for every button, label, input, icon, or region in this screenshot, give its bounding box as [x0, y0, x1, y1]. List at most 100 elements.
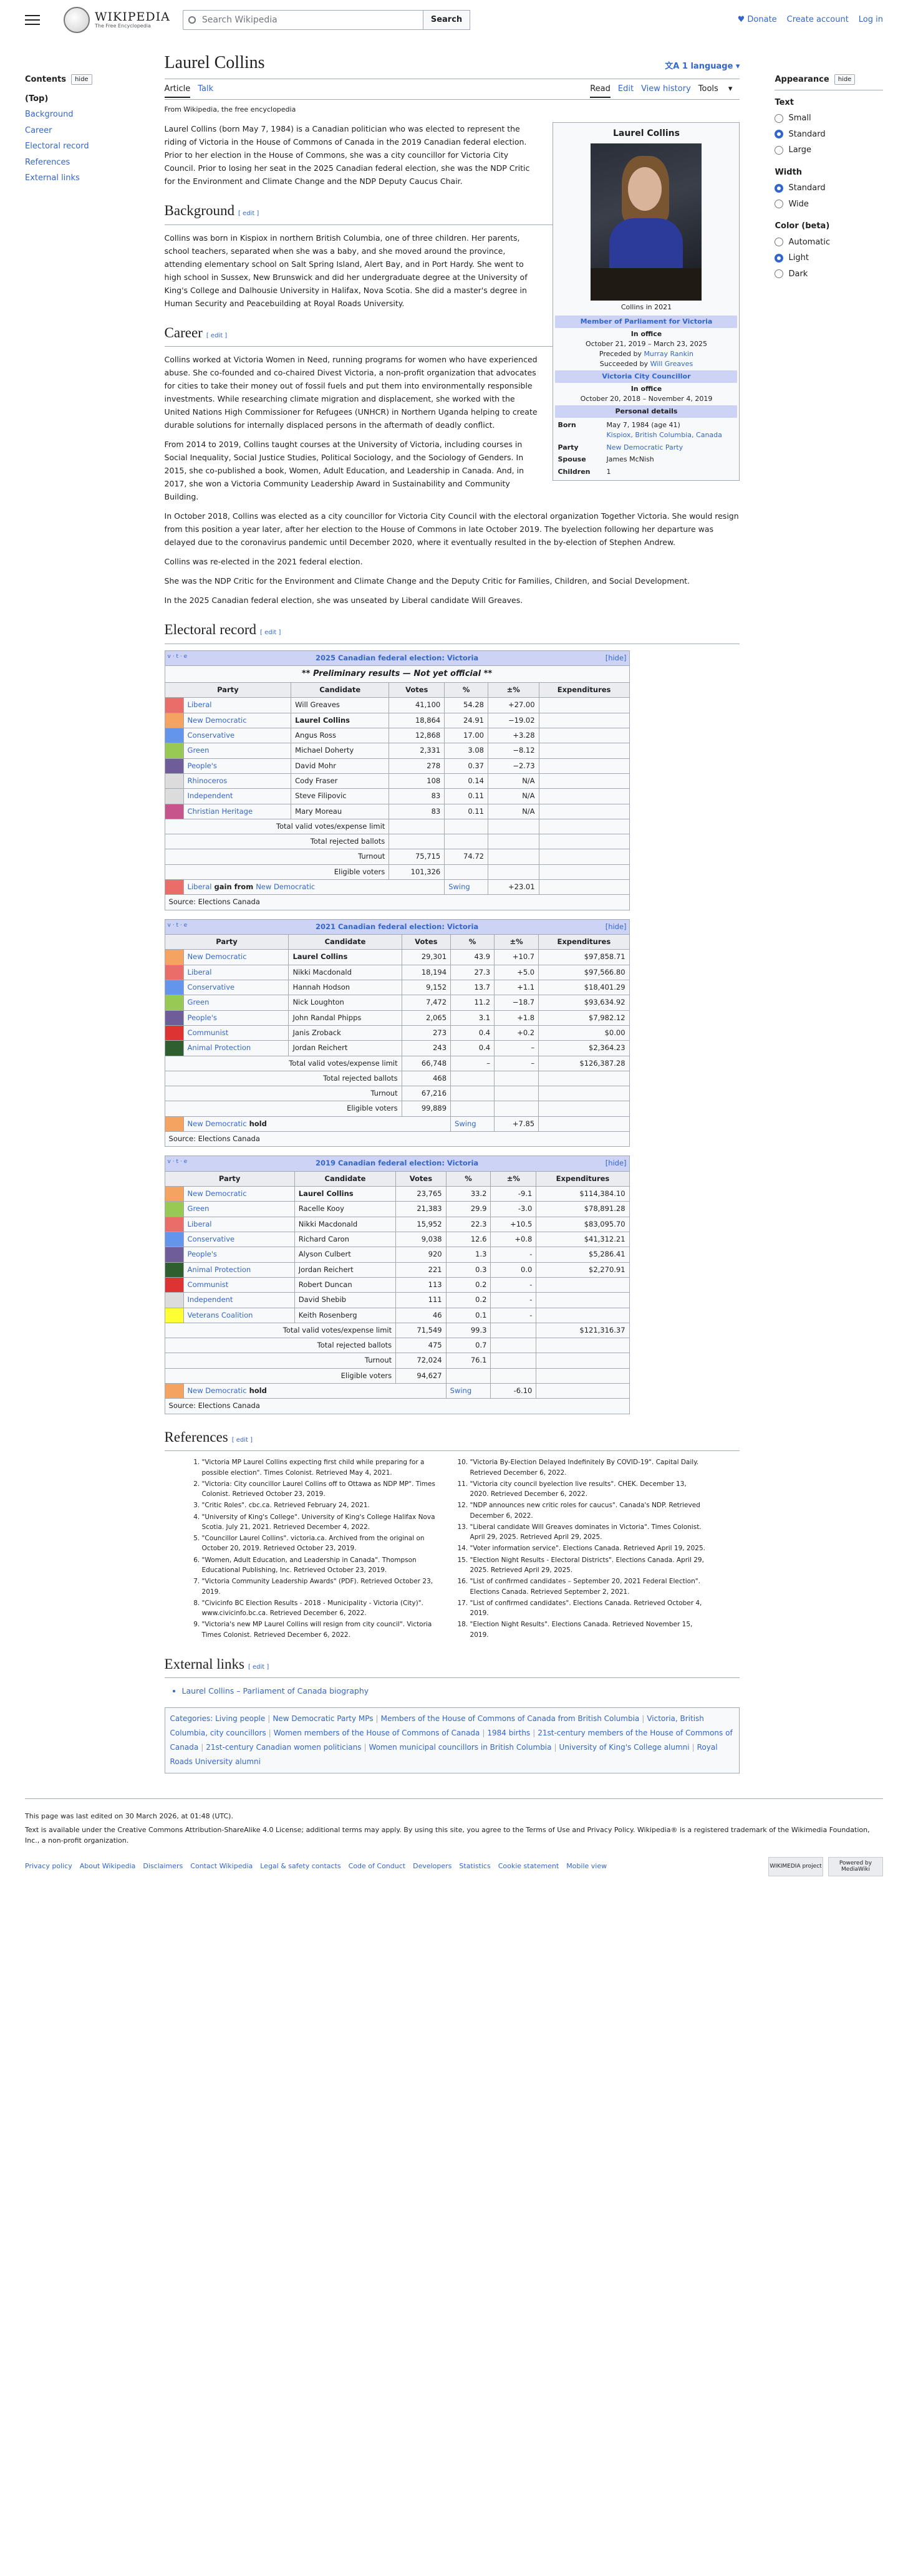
mediawiki-badge[interactable]: Powered by MediaWiki — [828, 1857, 883, 1877]
footer-link[interactable]: Code of Conduct — [348, 1862, 406, 1871]
footer-link[interactable]: Contact Wikipedia — [190, 1862, 253, 1871]
portrait-image[interactable] — [591, 143, 702, 301]
party-cell[interactable]: Liberal — [183, 697, 292, 713]
appearance-hide-button[interactable]: hide — [834, 74, 856, 85]
categories-label[interactable]: Categories: — [170, 1714, 213, 1724]
reference-item[interactable]: "Voter information service". Elections C… — [470, 1543, 707, 1553]
reference-item[interactable]: "Election Night Results - Electoral Dist… — [470, 1555, 707, 1576]
create-account-link[interactable]: Create account — [786, 15, 849, 25]
edit-external-link[interactable]: [ edit ] — [248, 1663, 269, 1671]
toc-hide-button[interactable]: hide — [70, 74, 92, 85]
toc-item-top[interactable]: (Top) — [25, 94, 49, 104]
office-councillor[interactable]: Victoria City Councillor — [555, 370, 738, 383]
result-from-party[interactable]: New Democratic — [256, 882, 316, 892]
swing-label[interactable]: Swing — [450, 1116, 495, 1132]
reference-item[interactable]: "Critic Roles". cbc.ca. Retrieved Februa… — [202, 1500, 439, 1510]
category-link[interactable]: 1984 births — [487, 1729, 531, 1738]
reference-item[interactable]: "NDP announces new critic roles for cauc… — [470, 1500, 707, 1521]
toc-item-career[interactable]: Career — [25, 125, 52, 135]
swing-label[interactable]: Swing — [445, 1383, 491, 1399]
toc-item-external-links[interactable]: External links — [25, 173, 80, 183]
donate-link[interactable]: ♥ Donate — [738, 14, 777, 26]
edit-electoral-link[interactable]: [ edit ] — [260, 629, 281, 637]
toc-item-background[interactable]: Background — [25, 110, 74, 119]
hide-button[interactable]: [hide] — [605, 922, 627, 931]
party-cell[interactable]: Green — [183, 743, 292, 759]
result-party[interactable]: Liberal — [187, 882, 212, 892]
reference-item[interactable]: "Victoria By-Election Delayed Indefinite… — [470, 1457, 707, 1478]
party-cell[interactable]: New Democratic — [183, 1186, 295, 1202]
table-title-2021[interactable]: 2021 Canadian federal election: Victoria — [315, 922, 479, 931]
party-cell[interactable]: Animal Protection — [183, 1261, 295, 1278]
reference-item[interactable]: "University of King's College". Universi… — [202, 1512, 439, 1533]
external-link-parliament[interactable]: Laurel Collins – Parliament of Canada bi… — [182, 1684, 740, 1697]
footer-link[interactable]: Statistics — [459, 1862, 491, 1871]
born-place[interactable]: Kispiox, British Columbia, Canada — [606, 430, 722, 439]
party-cell[interactable]: People's — [183, 1010, 289, 1026]
reference-item[interactable]: "Councillor Laurel Collins". victoria.ca… — [202, 1533, 439, 1554]
category-link[interactable]: 21st-century members of the House of Com… — [170, 1729, 733, 1752]
edit-background-link[interactable]: [ edit ] — [238, 210, 259, 217]
vte-links[interactable]: v · t · e — [167, 653, 188, 660]
party-cell[interactable]: New Democratic — [183, 712, 292, 728]
reference-item[interactable]: "Liberal candidate Will Greaves dominate… — [470, 1522, 707, 1543]
party-cell[interactable]: Conservative — [183, 727, 292, 744]
width-standard-option[interactable]: Standard — [775, 182, 883, 195]
category-link[interactable]: 21st-century Canadian women politicians — [206, 1743, 362, 1752]
toc-item-electoral-record[interactable]: Electoral record — [25, 142, 89, 151]
swing-label[interactable]: Swing — [444, 879, 488, 895]
reference-item[interactable]: "Victoria's new MP Laurel Collins will r… — [202, 1619, 439, 1640]
footer-link[interactable]: Legal & safety contacts — [260, 1862, 341, 1871]
text-standard-option[interactable]: Standard — [775, 128, 883, 141]
reference-item[interactable]: "List of confirmed candidates – Septembe… — [470, 1576, 707, 1597]
reference-item[interactable]: "Civicinfo BC Election Results - 2018 - … — [202, 1598, 439, 1619]
party-cell[interactable]: Conservative — [183, 1231, 295, 1248]
wikimedia-badge[interactable]: WIKIMEDIA project — [768, 1857, 823, 1877]
text-large-option[interactable]: Large — [775, 144, 883, 157]
reference-item[interactable]: "Victoria: City councillor Laurel Collin… — [202, 1479, 439, 1500]
preceded-link[interactable]: Murray Rankin — [644, 350, 694, 359]
category-link[interactable]: Royal Roads University alumni — [170, 1743, 718, 1766]
main-menu-icon[interactable] — [25, 15, 40, 25]
reference-item[interactable]: "Women, Adult Education, and Leadership … — [202, 1555, 439, 1576]
party-cell[interactable]: Liberal — [183, 964, 289, 980]
search-input[interactable]: Search Wikipedia — [182, 10, 423, 30]
reference-item[interactable]: "Victoria Community Leadership Awards" (… — [202, 1576, 439, 1597]
table-title-2019[interactable]: 2019 Canadian federal election: Victoria — [315, 1159, 479, 1168]
tab-talk[interactable]: Talk — [198, 84, 214, 94]
tools-menu[interactable]: Tools ▾ — [698, 84, 733, 94]
tab-article[interactable]: Article — [164, 84, 191, 98]
hide-button[interactable]: [hide] — [605, 653, 627, 662]
result-party[interactable]: New Democratic — [187, 1119, 247, 1128]
party-cell[interactable]: People's — [183, 758, 292, 774]
reference-item[interactable]: "Victoria MP Laurel Collins expecting fi… — [202, 1457, 439, 1478]
color-dark-option[interactable]: Dark — [775, 268, 883, 281]
toc-item-references[interactable]: References — [25, 157, 70, 167]
wikipedia-logo[interactable]: WIKIPEDIA The Free Encyclopedia — [64, 7, 170, 33]
footer-link[interactable]: Mobile view — [566, 1862, 607, 1871]
reference-item[interactable]: "Election Night Results". Elections Cana… — [470, 1619, 707, 1640]
office-mp[interactable]: Member of Parliament for Victoria — [555, 316, 738, 329]
color-light-option[interactable]: Light — [775, 252, 883, 264]
party-cell[interactable]: Liberal — [183, 1216, 295, 1232]
party-cell[interactable]: New Democratic — [183, 949, 289, 965]
footer-link[interactable]: Developers — [413, 1862, 452, 1871]
party-cell[interactable]: Conservative — [183, 979, 289, 996]
tab-view-history[interactable]: View history — [641, 84, 691, 94]
party-cell[interactable]: Independent — [183, 1292, 295, 1308]
category-link[interactable]: University of King's College alumni — [559, 1743, 690, 1752]
party-cell[interactable]: Green — [183, 995, 289, 1011]
reference-item[interactable]: "List of confirmed candidates". Election… — [470, 1598, 707, 1619]
footer-link[interactable]: Cookie statement — [498, 1862, 559, 1871]
party-link[interactable]: New Democratic Party — [606, 443, 683, 451]
category-link[interactable]: Victoria, British Columbia, city council… — [170, 1714, 704, 1738]
party-cell[interactable]: Green — [183, 1201, 295, 1217]
vte-links[interactable]: v · t · e — [167, 1159, 188, 1165]
width-wide-option[interactable]: Wide — [775, 198, 883, 211]
category-link[interactable]: Living people — [215, 1714, 266, 1724]
vte-links[interactable]: v · t · e — [167, 922, 188, 929]
footer-link[interactable]: Disclaimers — [143, 1862, 183, 1871]
party-cell[interactable]: Christian Heritage — [183, 803, 292, 819]
party-cell[interactable]: People's — [183, 1247, 295, 1263]
tab-edit[interactable]: Edit — [617, 84, 634, 94]
